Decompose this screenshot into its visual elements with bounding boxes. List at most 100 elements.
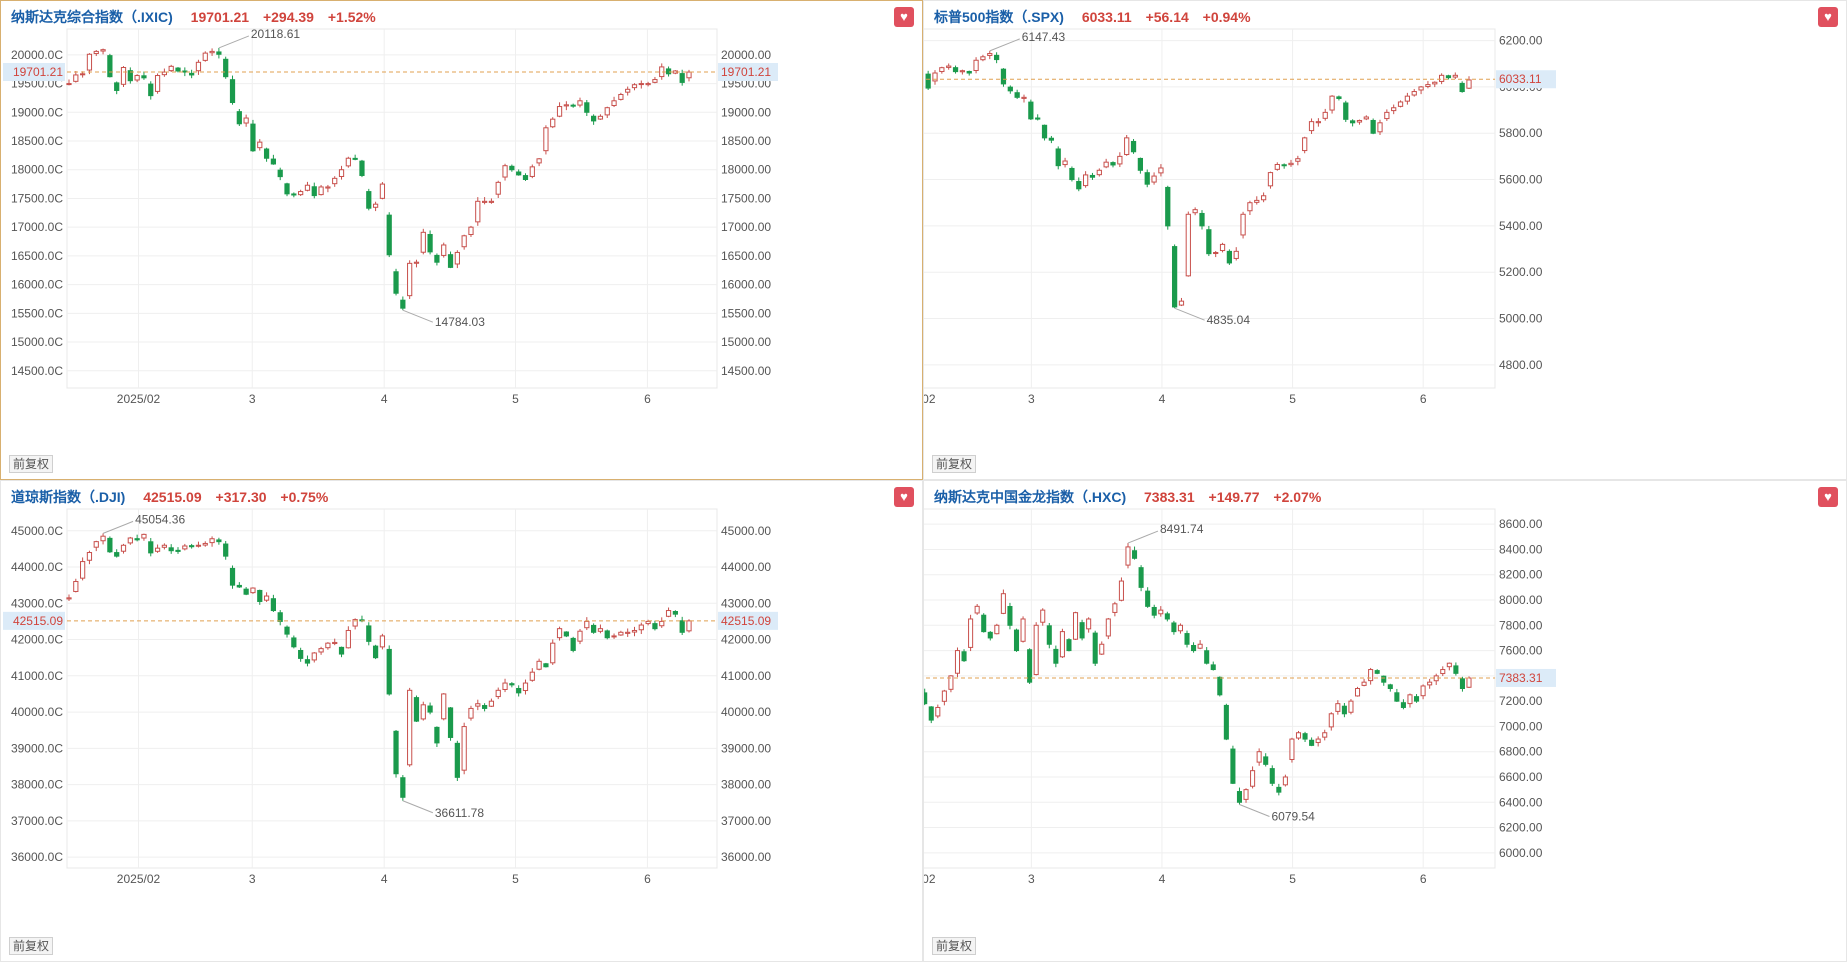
candle-body[interactable] [1276, 786, 1282, 793]
candle-body[interactable] [427, 233, 433, 253]
candle-body[interactable] [1177, 624, 1183, 632]
index-title[interactable]: 纳斯达克综合指数（.IXIC) [11, 9, 173, 25]
candle-body[interactable] [434, 726, 440, 744]
candle-body[interactable] [447, 254, 454, 268]
candle-body[interactable] [366, 191, 372, 209]
candle-body[interactable] [1459, 82, 1465, 93]
candle-body[interactable] [291, 637, 297, 648]
candle-body[interactable] [189, 545, 195, 548]
candle-body[interactable] [1158, 167, 1164, 174]
candle-body[interactable] [604, 630, 610, 639]
candle-body[interactable] [522, 175, 529, 180]
candle-body[interactable] [223, 543, 229, 557]
candle-body[interactable] [148, 83, 154, 97]
candle-body[interactable] [413, 261, 420, 264]
candle-body[interactable] [325, 642, 331, 649]
candle-body[interactable] [175, 67, 181, 72]
candle-body[interactable] [1191, 644, 1197, 652]
candle-body[interactable] [665, 610, 672, 617]
candle-body[interactable] [631, 84, 638, 89]
candle-body[interactable] [502, 165, 508, 178]
candle-body[interactable] [1000, 593, 1006, 614]
candle-body[interactable] [270, 598, 277, 612]
candle-body[interactable] [980, 56, 986, 61]
candle-body[interactable] [1217, 676, 1223, 696]
candle-body[interactable] [597, 628, 604, 632]
candle-body[interactable] [407, 262, 413, 297]
candle-body[interactable] [625, 631, 631, 634]
candle-body[interactable] [495, 689, 501, 698]
favorite-heart-icon[interactable]: ♥ [894, 487, 914, 507]
candle-body[interactable] [502, 682, 508, 690]
candle-body[interactable] [1302, 733, 1308, 740]
adjust-mode-button[interactable]: 前复权 [932, 455, 977, 473]
candle-body[interactable] [434, 254, 440, 263]
candle-body[interactable] [645, 83, 651, 86]
candle-body[interactable] [1387, 684, 1393, 689]
candle-body[interactable] [372, 203, 379, 208]
candle-body[interactable] [338, 646, 345, 655]
candle-body[interactable] [611, 100, 617, 107]
candle-body[interactable] [120, 66, 127, 85]
candle-body[interactable] [86, 552, 93, 561]
candle-body[interactable] [529, 671, 535, 681]
candle-body[interactable] [1103, 161, 1109, 168]
candle-body[interactable] [352, 619, 358, 627]
candle-body[interactable] [1118, 580, 1124, 601]
candle-body[interactable] [1197, 643, 1203, 649]
candle-body[interactable] [1374, 670, 1380, 674]
candle-body[interactable] [400, 777, 406, 798]
candle-body[interactable] [1250, 770, 1256, 787]
candle-body[interactable] [522, 682, 529, 692]
candle-body[interactable] [1092, 632, 1098, 664]
candle-body[interactable] [652, 623, 658, 630]
candle-body[interactable] [407, 689, 413, 766]
candle-body[interactable] [1466, 79, 1472, 89]
candle-body[interactable] [591, 115, 597, 122]
candlestick-chart[interactable]: 8600.008600.008400.008400.008200.008200.… [924, 481, 1846, 961]
candle-body[interactable] [543, 127, 549, 152]
candle-body[interactable] [441, 693, 447, 720]
candle-body[interactable] [1349, 120, 1356, 124]
candle-body[interactable] [509, 165, 515, 171]
candle-body[interactable] [1192, 209, 1198, 214]
candle-body[interactable] [100, 49, 106, 52]
candle-body[interactable] [1414, 696, 1420, 702]
candle-body[interactable] [1184, 633, 1190, 645]
candle-body[interactable] [441, 244, 447, 256]
candle-body[interactable] [625, 88, 631, 93]
candle-body[interactable] [120, 544, 127, 552]
candle-body[interactable] [672, 611, 678, 615]
candle-body[interactable] [93, 541, 99, 548]
candle-body[interactable] [488, 200, 495, 203]
candle-body[interactable] [263, 595, 270, 601]
candle-body[interactable] [107, 537, 113, 553]
candle-body[interactable] [400, 299, 406, 309]
candle-body[interactable] [1117, 155, 1123, 165]
candle-body[interactable] [359, 160, 365, 176]
candle-body[interactable] [461, 235, 467, 248]
candle-body[interactable] [148, 541, 154, 554]
candle-body[interactable] [1055, 148, 1061, 167]
candle-body[interactable] [318, 186, 324, 196]
candle-body[interactable] [1210, 664, 1216, 671]
candle-body[interactable] [1007, 606, 1013, 626]
candle-body[interactable] [223, 58, 229, 78]
candle-body[interactable] [611, 635, 617, 638]
candle-body[interactable] [475, 703, 481, 707]
favorite-heart-icon[interactable]: ♥ [1818, 7, 1838, 27]
candle-body[interactable] [638, 83, 644, 86]
favorite-heart-icon[interactable]: ♥ [1818, 487, 1838, 507]
candle-body[interactable] [981, 614, 987, 633]
candle-body[interactable] [66, 597, 72, 600]
candle-body[interactable] [1165, 186, 1171, 227]
candle-body[interactable] [1418, 86, 1424, 91]
candle-body[interactable] [1348, 700, 1354, 713]
candle-body[interactable] [1110, 162, 1116, 166]
candle-body[interactable] [338, 169, 345, 177]
candle-body[interactable] [1145, 590, 1151, 607]
candle-body[interactable] [80, 73, 86, 76]
candle-body[interactable] [1404, 95, 1411, 102]
candle-body[interactable] [332, 641, 338, 645]
